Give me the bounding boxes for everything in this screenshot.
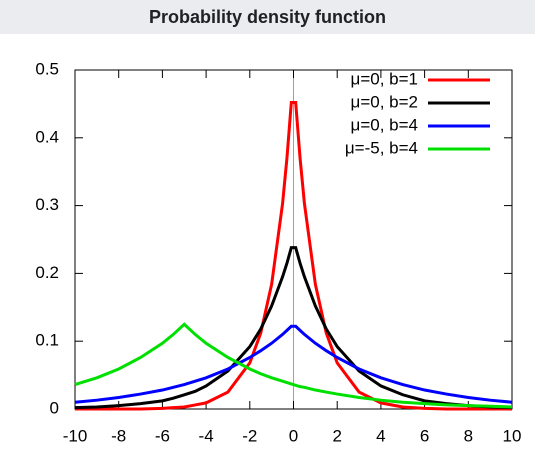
legend-label: μ=0, b=2 (351, 92, 418, 111)
x-tick-label: 6 (420, 426, 429, 445)
chart-title: Probability density function (0, 0, 535, 34)
y-tick-label: 0 (50, 398, 59, 417)
legend-label: μ=0, b=1 (351, 69, 418, 88)
legend-label: μ=0, b=4 (351, 115, 418, 134)
x-tick-label: -8 (111, 426, 126, 445)
x-tick-label: 2 (332, 426, 341, 445)
y-tick-label: 0.4 (35, 127, 59, 146)
series-line (74, 246, 513, 410)
x-tick-label: -2 (242, 426, 257, 445)
x-tick-label: -4 (199, 426, 214, 445)
chart: 0 0.1 0.2 0.3 0.4 0.5 -10 -8 -6 -4 -2 0 2 4 6 8 10 μ=0, b… (35, 59, 522, 445)
x-tick-label: 0 (289, 426, 298, 445)
x-tick-label: 8 (464, 426, 473, 445)
x-tick-label: 10 (503, 426, 522, 445)
x-tick-label: 4 (376, 426, 385, 445)
x-tick-label: -6 (155, 426, 170, 445)
y-tick-label: 0.5 (35, 59, 59, 78)
series-line (74, 322, 513, 409)
x-tick-label: -10 (63, 426, 88, 445)
y-tick-label: 0.1 (35, 331, 59, 350)
legend-label: μ=-5, b=4 (345, 138, 418, 157)
series-line (75, 101, 512, 411)
y-tick-label: 0.3 (35, 195, 59, 214)
y-tick-label: 0.2 (35, 263, 59, 282)
series-line (74, 324, 513, 404)
